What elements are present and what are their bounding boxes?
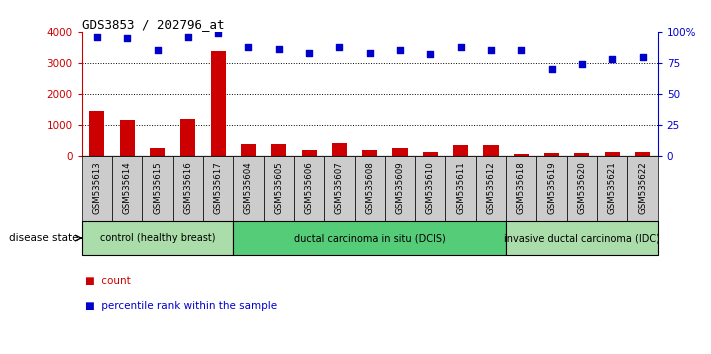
Point — [242, 44, 254, 50]
Point — [576, 61, 587, 67]
Text: disease state: disease state — [9, 233, 78, 243]
Text: ■  percentile rank within the sample: ■ percentile rank within the sample — [85, 301, 277, 311]
Point — [364, 50, 375, 56]
Bar — [241, 144, 256, 156]
Point — [395, 47, 406, 53]
Text: control (healthy breast): control (healthy breast) — [100, 233, 215, 243]
FancyBboxPatch shape — [264, 156, 294, 221]
FancyBboxPatch shape — [82, 156, 112, 221]
Bar — [453, 145, 469, 156]
Point — [213, 30, 224, 36]
Bar — [150, 148, 165, 156]
FancyBboxPatch shape — [415, 156, 446, 221]
FancyBboxPatch shape — [294, 156, 324, 221]
Point — [455, 44, 466, 50]
FancyBboxPatch shape — [203, 156, 233, 221]
FancyBboxPatch shape — [536, 156, 567, 221]
Text: GSM535615: GSM535615 — [153, 161, 162, 214]
Text: GSM535606: GSM535606 — [304, 161, 314, 214]
Text: GSM535614: GSM535614 — [123, 161, 132, 214]
Point — [273, 46, 284, 52]
Text: GSM535618: GSM535618 — [517, 161, 525, 214]
FancyBboxPatch shape — [112, 156, 142, 221]
FancyBboxPatch shape — [506, 221, 658, 255]
Text: GSM535608: GSM535608 — [365, 161, 374, 214]
Point — [333, 44, 345, 50]
Text: GSM535622: GSM535622 — [638, 161, 647, 214]
Text: GSM535613: GSM535613 — [92, 161, 102, 214]
Bar — [544, 153, 559, 156]
Text: GSM535607: GSM535607 — [335, 161, 344, 214]
Text: GDS3853 / 202796_at: GDS3853 / 202796_at — [82, 18, 224, 31]
Text: GSM535621: GSM535621 — [608, 161, 616, 214]
Point — [304, 50, 315, 56]
Bar — [181, 119, 196, 156]
Text: GSM535620: GSM535620 — [577, 161, 587, 214]
Text: GSM535612: GSM535612 — [486, 161, 496, 214]
Text: GSM535619: GSM535619 — [547, 161, 556, 213]
Bar — [301, 150, 316, 156]
Bar — [210, 51, 226, 156]
Point — [182, 34, 193, 40]
Bar — [635, 152, 650, 156]
Bar — [271, 144, 287, 156]
Point — [486, 47, 497, 53]
Point — [606, 56, 618, 62]
Text: GSM535610: GSM535610 — [426, 161, 435, 214]
Bar — [574, 153, 589, 156]
FancyBboxPatch shape — [142, 156, 173, 221]
FancyBboxPatch shape — [385, 156, 415, 221]
FancyBboxPatch shape — [233, 221, 506, 255]
Bar — [513, 154, 529, 156]
Point — [546, 66, 557, 72]
Bar — [362, 149, 378, 156]
FancyBboxPatch shape — [506, 156, 536, 221]
Text: GSM535611: GSM535611 — [456, 161, 465, 214]
Point — [515, 47, 527, 53]
Point — [637, 54, 648, 59]
Text: GSM535617: GSM535617 — [214, 161, 223, 214]
FancyBboxPatch shape — [597, 156, 627, 221]
Bar — [423, 152, 438, 156]
FancyBboxPatch shape — [355, 156, 385, 221]
FancyBboxPatch shape — [446, 156, 476, 221]
FancyBboxPatch shape — [233, 156, 264, 221]
Bar — [119, 120, 135, 156]
Text: GSM535609: GSM535609 — [395, 161, 405, 213]
Point — [152, 47, 164, 53]
Text: invasive ductal carcinoma (IDC): invasive ductal carcinoma (IDC) — [504, 233, 660, 243]
Text: GSM535604: GSM535604 — [244, 161, 253, 214]
Text: GSM535605: GSM535605 — [274, 161, 283, 214]
Text: ■  count: ■ count — [85, 276, 131, 286]
FancyBboxPatch shape — [173, 156, 203, 221]
Point — [122, 35, 133, 41]
Bar — [483, 145, 498, 156]
Point — [91, 34, 102, 40]
FancyBboxPatch shape — [476, 156, 506, 221]
Text: ductal carcinoma in situ (DCIS): ductal carcinoma in situ (DCIS) — [294, 233, 446, 243]
FancyBboxPatch shape — [82, 221, 233, 255]
FancyBboxPatch shape — [627, 156, 658, 221]
Bar — [332, 143, 347, 156]
FancyBboxPatch shape — [567, 156, 597, 221]
Bar — [392, 148, 407, 156]
Bar — [604, 152, 620, 156]
Text: GSM535616: GSM535616 — [183, 161, 193, 214]
FancyBboxPatch shape — [324, 156, 355, 221]
Point — [424, 51, 436, 57]
Bar — [90, 111, 105, 156]
